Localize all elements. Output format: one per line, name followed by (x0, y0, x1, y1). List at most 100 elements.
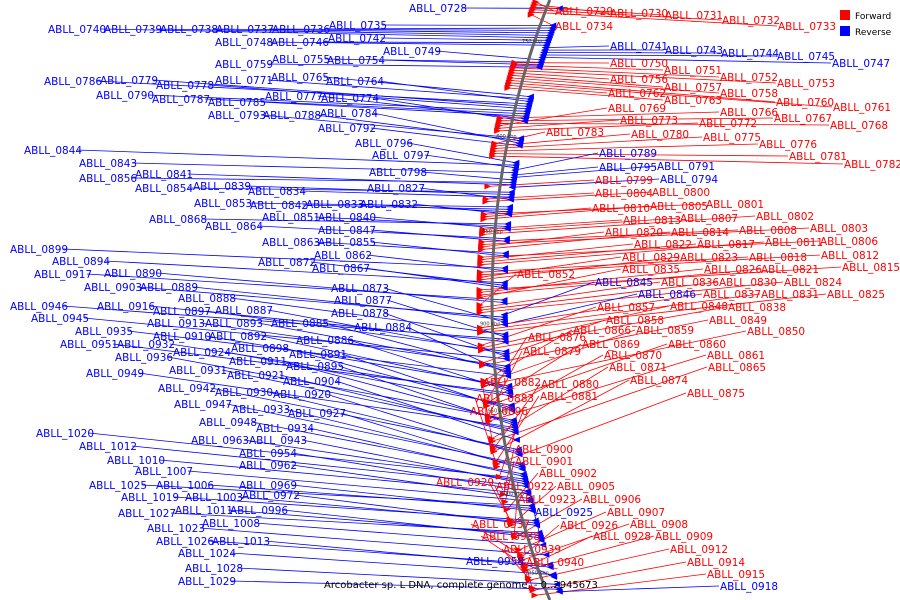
gene-label: ABLL_0786 (44, 76, 102, 88)
gene-feature (500, 299, 508, 306)
gene-feature (490, 448, 498, 455)
leader-line (366, 254, 505, 271)
leader-line (282, 509, 541, 539)
leader-line (498, 107, 608, 127)
leader-line (435, 50, 542, 61)
leader-line (131, 177, 513, 183)
gene-label: ABLL_0893 (205, 318, 263, 330)
leader-line (156, 28, 550, 36)
gene-label: ABLL_0800 (652, 187, 710, 199)
gene-label: ABLL_0732 (722, 15, 780, 27)
gene-label: ABLL_0938 (482, 531, 540, 543)
gene-label: ABLL_0904 (283, 376, 341, 388)
gene-label: ABLL_0737 (216, 24, 274, 36)
gene-label: ABLL_0849 (709, 315, 767, 327)
gene-feature (494, 127, 502, 134)
leader-line (534, 6, 665, 16)
gene-label: ABLL_0840 (318, 212, 376, 224)
gene-label: ABLL_0818 (749, 252, 807, 264)
gene-feature (518, 466, 526, 473)
gene-feature (493, 463, 501, 470)
leader-line (279, 374, 516, 433)
leader-line (482, 319, 709, 366)
gene-label: ABLL_0765 (271, 72, 329, 84)
leader-line (340, 412, 523, 470)
leader-line (492, 155, 844, 165)
leader-line (481, 306, 597, 346)
gene-label: ABLL_0776 (759, 139, 817, 151)
legend-forward-label: Forward (855, 12, 891, 22)
gene-label: ABLL_0793 (208, 110, 266, 122)
gene-label: ABLL_0772 (699, 118, 757, 130)
gene-feature (526, 497, 534, 504)
gene-label: ABLL_0958 (466, 556, 524, 568)
leader-line (480, 243, 697, 263)
gene-label: ABLL_0844 (24, 145, 82, 157)
leader-line (378, 80, 530, 102)
gene-label: ABLL_0947 (174, 399, 232, 411)
gene-label: ABLL_0969 (239, 480, 297, 492)
leader-line (480, 254, 821, 276)
gene-label: ABLL_0962 (239, 460, 297, 472)
gene-label: ABLL_1019 (121, 492, 179, 504)
gene-label: ABLL_0751 (664, 65, 722, 77)
leader-line (513, 67, 720, 78)
gene-label: ABLL_0889 (140, 282, 198, 294)
gene-label: ABLL_0943 (249, 435, 307, 447)
gene-label: ABLL_0734 (555, 21, 613, 33)
leader-line (486, 192, 595, 200)
gene-label: ABLL_0771 (215, 75, 273, 87)
gene-label: ABLL_0945 (31, 313, 89, 325)
leader-line (507, 87, 664, 101)
gene-label: ABLL_0754 (327, 55, 385, 67)
gene-feature (481, 382, 488, 389)
gene-label: ABLL_0760 (776, 97, 834, 109)
gene-label: ABLL_0823 (680, 252, 738, 264)
gene-label: ABLL_0791 (657, 161, 715, 173)
gene-feature (480, 216, 488, 223)
leader-line (104, 260, 505, 284)
legend: Forward Reverse (840, 10, 892, 38)
leader-line (187, 187, 512, 193)
gene-feature (504, 373, 512, 379)
gene-label: ABLL_0876 (528, 332, 586, 344)
gene-label: ABLL_0866 (573, 325, 631, 337)
gene-label: ABLL_0888 (178, 293, 236, 305)
leader-line (192, 286, 505, 320)
gene-label: ABLL_0848 (670, 301, 728, 313)
gene-feature (522, 567, 530, 574)
gene-label: ABLL_0747 (832, 58, 890, 70)
gene-label: ABLL_0792 (318, 123, 376, 135)
gene-label: ABLL_1028 (185, 563, 243, 575)
leader-line (509, 80, 776, 103)
gene-feature (503, 506, 511, 513)
leader-line (323, 41, 547, 44)
gene-feature (524, 490, 532, 497)
gene-label: ABLL_0846 (638, 289, 696, 301)
leader-line (484, 203, 706, 215)
leader-line (173, 496, 536, 521)
leader-line (482, 319, 606, 364)
gene-feature (511, 429, 519, 436)
leader-line (483, 329, 573, 382)
gene-label: ABLL_0948 (199, 417, 257, 429)
gene-feature (500, 284, 508, 291)
gene-label: ABLL_0920 (273, 389, 331, 401)
leader-line (267, 63, 539, 68)
gene-label: ABLL_0749 (383, 46, 441, 58)
gene-label: ABLL_0843 (79, 158, 137, 170)
leader-line (480, 243, 634, 260)
legend-reverse-swatch (840, 26, 850, 36)
leader-line (482, 229, 739, 243)
gene-label: ABLL_0923 (518, 494, 576, 506)
gene-label: ABLL_1013 (212, 536, 270, 548)
gene-label: ABLL_0743 (665, 45, 723, 57)
leader-line (364, 267, 505, 289)
leader-line (267, 391, 519, 453)
gene-feature (501, 338, 509, 345)
gene-label: ABLL_0883 (476, 393, 534, 405)
leader-line (521, 524, 560, 558)
leader-line (487, 179, 595, 187)
leader-line (496, 392, 687, 465)
gene-label: ABLL_0940 (526, 557, 584, 569)
